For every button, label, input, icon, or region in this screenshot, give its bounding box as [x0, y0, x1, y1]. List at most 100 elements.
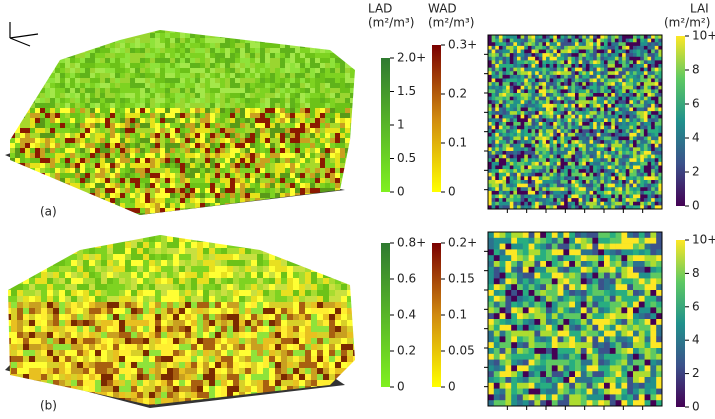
voxel: [120, 178, 125, 183]
voxel: [265, 30, 270, 33]
voxel: [325, 208, 330, 213]
voxel: [165, 88, 170, 93]
voxel: [135, 148, 140, 153]
voxel: [35, 183, 40, 188]
map-cell: [513, 176, 518, 181]
voxel: [25, 133, 30, 138]
voxel: [281, 278, 287, 284]
voxel: [315, 188, 320, 193]
voxel: [335, 332, 341, 338]
voxel: [281, 338, 287, 344]
voxel: [320, 178, 325, 183]
voxel: [317, 284, 323, 290]
voxel: [10, 93, 15, 98]
voxel: [107, 302, 113, 308]
voxel: [320, 98, 325, 103]
map-cell: [495, 67, 500, 72]
voxel: [295, 63, 300, 68]
voxel: [311, 320, 317, 326]
voxel: [17, 344, 23, 350]
map-cell: [491, 183, 496, 188]
voxel: [179, 392, 185, 398]
map-cell: [488, 45, 492, 50]
voxel: [335, 113, 340, 118]
voxel: [245, 314, 251, 320]
voxel: [359, 380, 365, 386]
voxel: [17, 266, 23, 272]
voxel: [15, 113, 20, 118]
voxel: [325, 108, 330, 113]
map-cell: [498, 129, 503, 134]
voxel: [325, 53, 330, 58]
voxel: [330, 203, 335, 208]
voxel: [170, 48, 175, 53]
voxel: [83, 308, 89, 314]
voxel: [70, 138, 75, 143]
voxel: [105, 203, 110, 208]
voxel: [345, 193, 350, 198]
voxel: [195, 138, 200, 143]
voxel: [155, 88, 160, 93]
voxel: [195, 118, 200, 123]
voxel: [155, 83, 160, 88]
voxel: [107, 314, 113, 320]
voxel: [325, 33, 330, 38]
voxel: [170, 33, 175, 38]
voxel: [245, 193, 250, 198]
voxel: [275, 266, 281, 272]
voxel: [145, 203, 150, 208]
map-cell: [509, 129, 514, 134]
voxel: [140, 143, 145, 148]
voxel: [225, 108, 230, 113]
voxel: [180, 203, 185, 208]
voxel: [293, 350, 299, 356]
voxel: [29, 278, 35, 284]
voxel: [205, 123, 210, 128]
voxel: [220, 48, 225, 53]
voxel: [115, 38, 120, 43]
voxel: [280, 113, 285, 118]
voxel: [110, 163, 115, 168]
voxel: [149, 308, 155, 314]
voxel: [340, 213, 345, 215]
voxel: [41, 248, 47, 254]
voxel: [293, 356, 299, 362]
voxel: [200, 63, 205, 68]
voxel: [113, 284, 119, 290]
map-cell: [509, 205, 514, 210]
map-cell: [506, 114, 511, 119]
voxel: [205, 128, 210, 133]
voxel: [299, 362, 305, 368]
voxel: [330, 143, 335, 148]
voxel: [250, 133, 255, 138]
voxel: [41, 368, 47, 374]
voxel: [295, 203, 300, 208]
voxel: [90, 128, 95, 133]
voxel: [190, 188, 195, 193]
voxel: [203, 266, 209, 272]
voxel: [215, 178, 220, 183]
voxel: [145, 38, 150, 43]
voxel: [191, 380, 197, 386]
voxel: [90, 68, 95, 73]
voxel: [310, 108, 315, 113]
voxel: [71, 404, 77, 405]
map-cell: [506, 82, 511, 87]
voxel: [155, 362, 161, 368]
map-cell: [509, 176, 514, 181]
voxel: [140, 183, 145, 188]
voxel: [150, 68, 155, 73]
voxel: [270, 33, 275, 38]
map-cell: [520, 85, 525, 90]
voxel: [155, 332, 161, 338]
map-cell: [502, 122, 507, 126]
voxel: [245, 118, 250, 123]
voxel: [70, 30, 75, 33]
voxel: [300, 108, 305, 113]
voxel: [120, 133, 125, 138]
map-cell: [491, 125, 496, 130]
map-cell: [517, 190, 521, 195]
map-cell: [491, 122, 496, 126]
voxel: [210, 123, 215, 128]
voxel: [113, 278, 119, 284]
